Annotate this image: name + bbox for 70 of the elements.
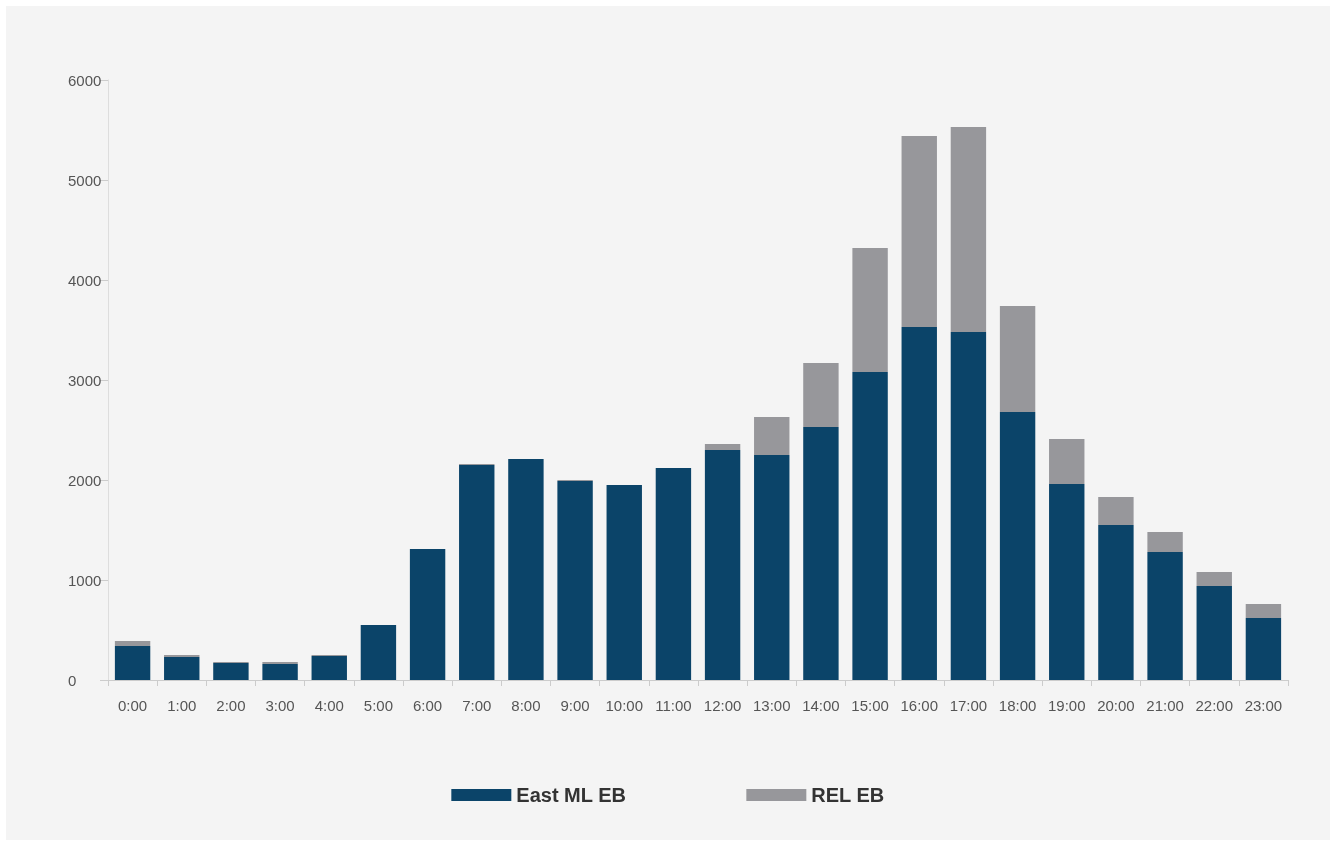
y-tick-label: 4000 (68, 271, 102, 289)
x-tick-label: 20:00 (1097, 697, 1135, 714)
x-tick-label: 11:00 (655, 697, 692, 714)
x-tick-label: 22:00 (1195, 697, 1234, 714)
bar (803, 427, 839, 680)
bar (1147, 552, 1183, 680)
bar (409, 549, 446, 680)
x-tick-label: 8:00 (511, 697, 541, 714)
y-tick-label: 2000 (68, 471, 102, 489)
bar (1049, 439, 1085, 484)
bar (852, 372, 888, 680)
legend-label: REL EB (811, 784, 885, 806)
bar (999, 306, 1036, 412)
bar (1245, 604, 1282, 618)
bar (999, 412, 1036, 680)
y-tick-label: 3000 (68, 371, 102, 389)
x-tick-label: 0:00 (117, 697, 148, 714)
bar (262, 664, 298, 680)
legend-label: East ML EB (516, 784, 626, 806)
x-tick-label: 6:00 (412, 697, 443, 714)
bar (508, 459, 544, 680)
y-tick-label: 1000 (68, 571, 102, 589)
y-tick-label: 0 (68, 671, 77, 689)
bar (114, 641, 151, 646)
y-tick-label: 6000 (68, 71, 102, 89)
bar (557, 481, 593, 680)
bar (754, 455, 790, 680)
x-tick-label: 12:00 (703, 697, 742, 714)
bar (1049, 484, 1085, 680)
x-tick-label: 4:00 (314, 697, 344, 714)
bar (852, 248, 888, 372)
x-tick-label: 14:00 (802, 697, 840, 714)
y-tick-label: 5000 (68, 171, 102, 189)
bar (1098, 497, 1134, 525)
bar (950, 127, 987, 332)
x-tick-label: 5:00 (363, 697, 394, 714)
bar (360, 625, 397, 680)
x-tick-label: 9:00 (560, 697, 590, 714)
bar (1098, 525, 1134, 680)
x-tick-label: 18:00 (998, 697, 1037, 714)
x-tick-label: 15:00 (851, 697, 889, 714)
x-tick-label: 13:00 (752, 697, 791, 714)
bar (803, 363, 839, 427)
bar (655, 468, 692, 680)
bar (704, 444, 741, 450)
bar (704, 450, 741, 680)
x-tick-label: 19:00 (1047, 697, 1086, 714)
bar (1245, 618, 1282, 680)
x-tick-label: 2:00 (216, 697, 246, 714)
bar (1147, 532, 1183, 552)
x-tick-label: 17:00 (949, 697, 988, 714)
x-tick-label: 7:00 (462, 697, 492, 714)
x-tick-label: 10:00 (605, 697, 644, 714)
bar (114, 646, 151, 680)
bar (606, 485, 642, 680)
x-tick-label: 3:00 (265, 697, 295, 714)
x-tick-label: 21:00 (1146, 697, 1184, 714)
bar (459, 465, 495, 680)
bar (213, 663, 249, 680)
x-tick-label: 16:00 (900, 697, 939, 714)
bar (901, 327, 937, 680)
bar (901, 136, 937, 327)
bar (311, 656, 347, 680)
bar (950, 332, 987, 680)
bar (1196, 586, 1232, 680)
x-tick-label: 23:00 (1244, 697, 1283, 714)
bar (164, 657, 200, 680)
x-tick-label: 1:00 (167, 697, 197, 714)
bar (754, 417, 790, 455)
bar (1196, 572, 1232, 586)
